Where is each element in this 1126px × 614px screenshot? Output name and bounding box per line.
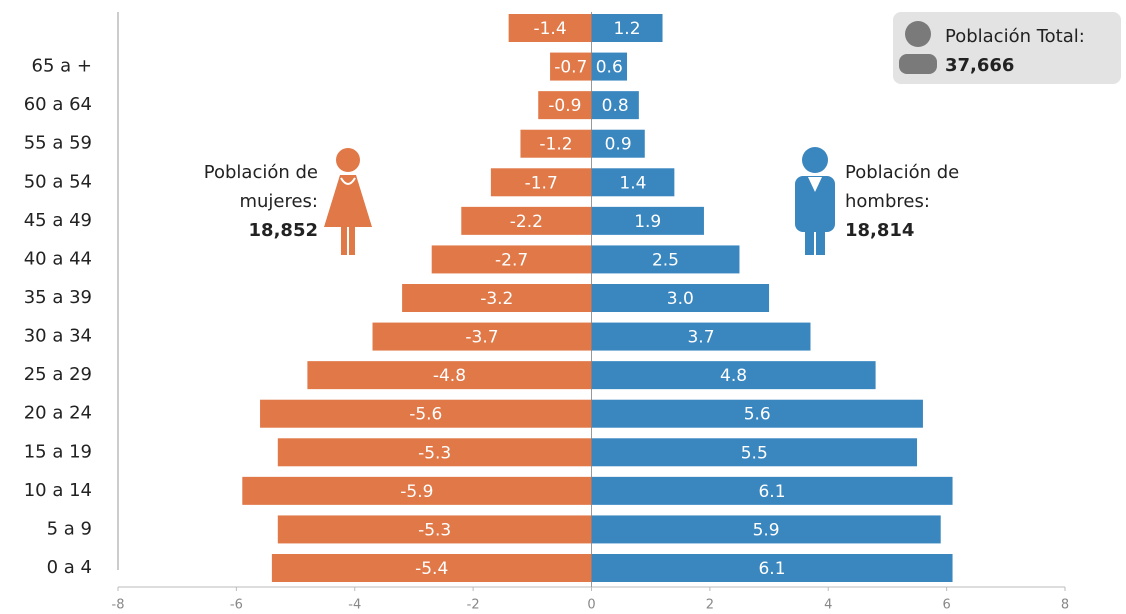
bar xyxy=(277,515,592,544)
bar xyxy=(260,399,592,428)
annotation: hombres: xyxy=(845,191,930,212)
bar xyxy=(307,361,592,390)
value-label: -2.7 xyxy=(495,250,528,270)
bar xyxy=(402,284,592,312)
value-label: -3.7 xyxy=(465,328,498,348)
bar xyxy=(591,515,941,544)
bar xyxy=(508,14,592,42)
value-label: -5.6 xyxy=(409,405,442,425)
bar xyxy=(591,14,663,42)
y-tick-label: 30 a 34 xyxy=(24,326,92,347)
bar xyxy=(591,52,628,81)
value-label: 0.6 xyxy=(596,58,623,78)
y-tick-label: 10 a 14 xyxy=(24,480,92,501)
bar xyxy=(591,168,675,197)
annotation-total: 18,814 xyxy=(845,220,914,241)
bar xyxy=(550,52,592,81)
bar xyxy=(538,91,592,120)
person-icon xyxy=(899,21,937,74)
value-label: 6.1 xyxy=(758,559,785,579)
value-label: -0.7 xyxy=(554,58,587,78)
bar xyxy=(372,322,592,351)
y-tick-label: 50 a 54 xyxy=(24,171,92,192)
y-tick-label: 40 a 44 xyxy=(24,248,92,269)
bar xyxy=(591,438,918,467)
annotation: Población de xyxy=(204,162,318,183)
value-label: -1.2 xyxy=(539,135,572,155)
value-label: -2.2 xyxy=(510,212,543,232)
value-label: 4.8 xyxy=(720,366,747,386)
x-tick-label: -4 xyxy=(348,598,361,613)
y-tick-label: 65 a + xyxy=(32,56,92,77)
bar xyxy=(591,245,740,274)
value-label: -5.4 xyxy=(415,559,448,579)
bar xyxy=(242,476,592,505)
bar xyxy=(490,168,592,197)
x-tick-label: 8 xyxy=(1061,598,1069,613)
value-label: -1.7 xyxy=(525,173,558,193)
total-box xyxy=(893,12,1121,84)
annotation-total: 18,852 xyxy=(249,220,318,241)
value-label: -4.8 xyxy=(433,366,466,386)
x-tick-label: -6 xyxy=(230,598,243,613)
value-label: 5.9 xyxy=(753,520,780,540)
value-label: 5.6 xyxy=(744,405,771,425)
bar xyxy=(591,322,811,351)
value-label: 1.4 xyxy=(619,173,646,193)
value-label: 3.0 xyxy=(667,289,694,309)
bar xyxy=(591,399,923,428)
value-label: 0.9 xyxy=(605,135,632,155)
x-tick-label: 0 xyxy=(587,598,595,613)
y-tick-label: 55 a 59 xyxy=(24,133,92,154)
value-label: -0.9 xyxy=(548,96,581,116)
y-tick-label: 35 a 39 xyxy=(24,287,92,308)
value-label: 6.1 xyxy=(758,482,785,502)
value-label: 1.9 xyxy=(634,212,661,232)
bar xyxy=(591,476,953,505)
annotation-total: 37,666 xyxy=(945,55,1014,76)
bar xyxy=(271,554,592,582)
bar xyxy=(591,361,876,390)
bar xyxy=(591,91,639,120)
x-tick-label: 6 xyxy=(942,598,950,613)
man-icon xyxy=(795,147,835,255)
value-label: 1.2 xyxy=(613,19,640,39)
x-tick-label: 2 xyxy=(706,598,714,613)
y-tick-label: 0 a 4 xyxy=(47,557,92,578)
value-label: 2.5 xyxy=(652,250,679,270)
annotation: Población de xyxy=(845,162,959,183)
x-tick-label: 4 xyxy=(824,598,832,613)
annotation: mujeres: xyxy=(239,191,318,212)
bar xyxy=(591,206,704,235)
y-tick-label: 20 a 24 xyxy=(24,403,92,424)
value-label: 3.7 xyxy=(687,328,714,348)
x-tick-label: -2 xyxy=(467,598,480,613)
woman-icon xyxy=(324,148,372,255)
y-tick-label: 25 a 29 xyxy=(24,364,92,385)
bar xyxy=(591,129,645,158)
y-tick-label: 60 a 64 xyxy=(24,94,92,115)
value-label: -5.3 xyxy=(418,520,451,540)
y-tick-label: 45 a 49 xyxy=(24,210,92,231)
value-label: -1.4 xyxy=(533,19,566,39)
y-tick-label: 5 a 9 xyxy=(47,518,92,539)
value-label: 5.5 xyxy=(741,443,768,463)
y-tick-label: 15 a 19 xyxy=(24,441,92,462)
bar xyxy=(277,438,592,467)
annotation: Población Total: xyxy=(945,26,1085,47)
bar xyxy=(520,129,592,158)
value-label: -5.9 xyxy=(400,482,433,502)
value-label: -5.3 xyxy=(418,443,451,463)
bar xyxy=(431,245,592,274)
bar xyxy=(461,206,592,235)
bar xyxy=(591,284,770,312)
x-tick-label: -8 xyxy=(112,598,125,613)
value-label: -3.2 xyxy=(480,289,513,309)
value-label: 0.8 xyxy=(602,96,629,116)
bar xyxy=(591,554,953,582)
